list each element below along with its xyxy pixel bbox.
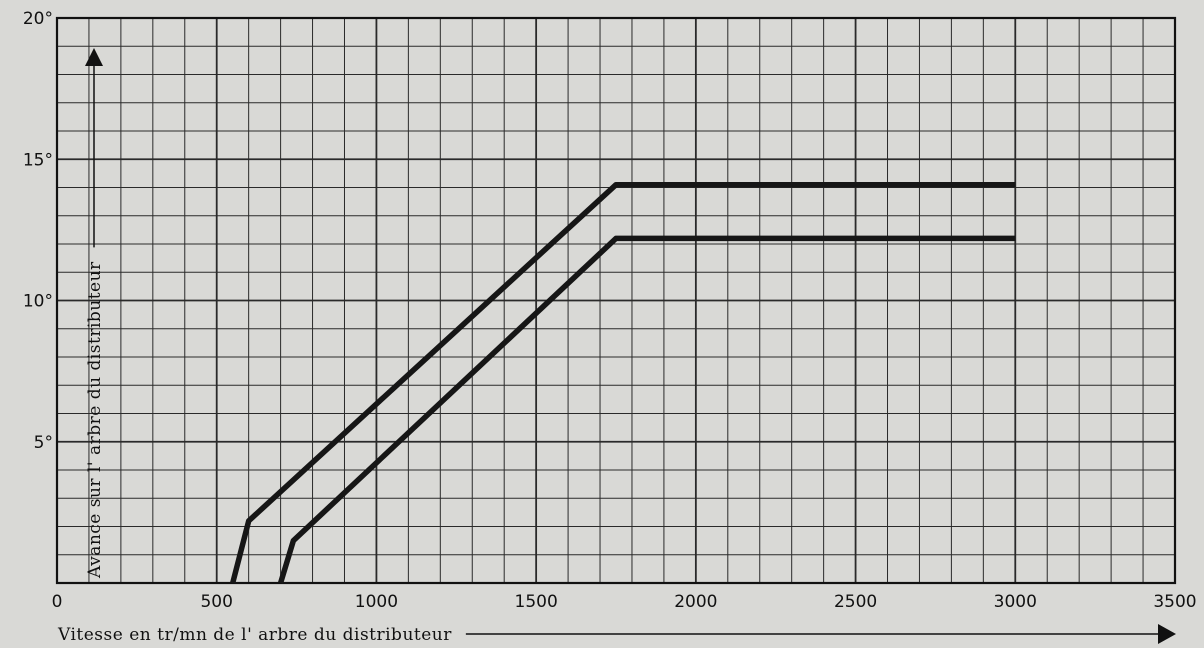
x-tick-label: 2500: [834, 592, 877, 612]
advance-curve-1: [230, 181, 1016, 584]
y-tick-label: 5°: [34, 433, 53, 453]
advance-curve-2: [277, 235, 1016, 584]
y-tick-label: 10°: [23, 292, 53, 312]
x-tick-label: 3500: [1153, 592, 1196, 612]
y-tick-label: 15°: [23, 150, 53, 170]
series-layer: [230, 181, 1016, 584]
x-tick-label: 1000: [355, 592, 398, 612]
x-axis-label: Vitesse en tr/mn de l' arbre du distribu…: [57, 625, 452, 645]
axes: Vitesse en tr/mn de l' arbre du distribu…: [57, 48, 1176, 645]
x-tick-label: 500: [200, 592, 232, 612]
x-tick-label: 3000: [994, 592, 1037, 612]
plot-frame: [55, 16, 1177, 585]
y-axis-label: Avance sur l' arbre du distributeur: [85, 261, 105, 579]
x-tick-label: 0: [52, 592, 63, 612]
major-grid: [55, 16, 1177, 585]
tick-labels: 0 500 1000 1500 2000 2500 3000 3500 5° 10° 15° 20°: [23, 9, 1197, 612]
x-axis-arrow-head: [1158, 624, 1176, 644]
y-axis-arrow-head: [85, 48, 103, 66]
x-tick-label: 1500: [515, 592, 558, 612]
y-tick-label: 20°: [23, 9, 53, 29]
x-tick-label: 2000: [674, 592, 717, 612]
